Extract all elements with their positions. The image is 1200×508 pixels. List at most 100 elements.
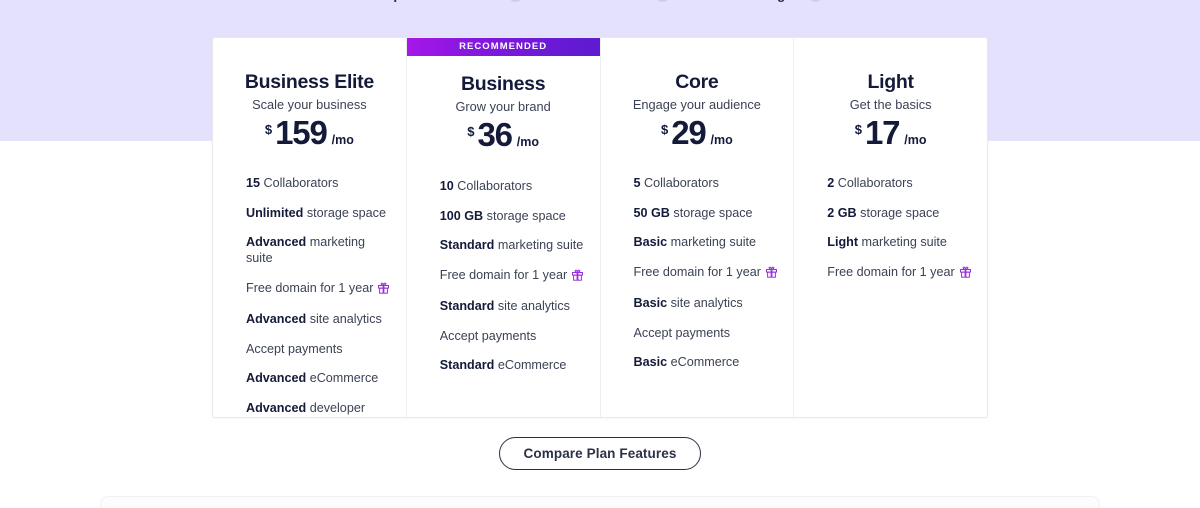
feature-text: Free domain for 1 year [633,264,761,279]
list-item: Free domain for 1 year [246,280,392,298]
plan-name: Business [460,73,546,95]
list-item: Advanced site analytics [246,311,392,327]
plan-column-light[interactable]: Light Get the basics $ 17 /mo 2 Collabor… [794,38,987,417]
feature-text: site analytics [670,296,743,310]
feature-strong: Standard [439,238,495,252]
plan-name: Light [867,71,914,93]
banner-feature-label: No Wix branding [677,0,786,2]
plan-feature-list: 10 Collaborators 100 GB storage space St… [407,178,600,373]
feature-text: eCommerce [670,355,740,369]
feature-strong: Standard [439,358,495,372]
list-item: Basic eCommerce [634,354,780,370]
plan-feature-list: 15 Collaborators Unlimited storage space… [213,175,406,417]
list-item: 2 Collaborators [827,175,973,191]
plan-feature-list: 5 Collaborators 50 GB storage space Basi… [601,175,794,370]
gift-icon [378,282,390,298]
feature-text: storage space [860,205,940,220]
price-amount: 17 [864,114,901,151]
feature-strong: Advanced [246,235,307,249]
feature-text: marketing suite [497,238,584,252]
feature-strong: Standard [439,299,495,313]
price-period: /mo [710,133,733,147]
list-item: Standard marketing suite [440,237,586,253]
plan-feature-list: 2 Collaborators 2 GB storage space Light… [794,175,987,282]
banner-clipped-strip: All plans include: Custom domain No Wix … [0,0,1200,11]
feature-text: marketing suite [670,235,757,249]
plan-column-business-elite[interactable]: Business Elite Scale your business $ 159… [213,38,407,417]
plan-tagline: Scale your business [252,97,367,112]
feature-text: Collaborators [263,176,339,190]
feature-strong: Advanced [246,371,307,385]
price-amount: 159 [275,114,328,151]
list-item: Basic site analytics [634,295,780,311]
list-item: Accept payments [634,325,780,341]
plan-price: $ 17 /mo [804,114,977,152]
plan-tagline: Engage your audience [632,97,761,112]
feature-text: storage space [306,205,386,220]
feature-strong: Basic [633,235,668,249]
plan-header: Light Get the basics $ 17 /mo [794,71,987,152]
list-item: 5 Collaborators [634,175,780,191]
price-period: /mo [331,133,354,147]
plan-name: Core [675,71,719,93]
feature-text: Collaborators [457,179,533,193]
plan-price: $ 36 /mo [417,116,590,154]
check-circle-icon [807,0,823,2]
banner-lead-label: All plans include: [372,0,486,2]
gift-icon [959,266,971,282]
feature-strong: 2 [827,176,835,190]
feature-strong: Basic [633,296,668,310]
list-item: 10 Collaborators [440,178,586,194]
currency-symbol: $ [854,122,862,137]
banner-items: All plans include: Custom domain No Wix … [372,0,954,2]
feature-text: Accept payments [633,325,731,340]
feature-text: site analytics [497,299,570,313]
plan-tagline: Grow your brand [455,99,551,114]
feature-text: Free domain for 1 year [246,280,374,295]
list-item: Light marketing suite [827,234,973,250]
plan-tagline: Get the basics [849,97,932,112]
feature-strong: Basic [633,355,668,369]
compare-plan-features-button[interactable]: Compare Plan Features [498,437,702,470]
list-item: Unlimited storage space [246,205,392,221]
feature-strong: 5 [633,176,641,190]
page-footer-panel [100,496,1100,508]
feature-text: Collaborators [644,176,719,190]
recommended-badge: RECOMMENDED [406,38,600,56]
list-item: Accept payments [246,341,392,357]
price-period: /mo [516,135,540,149]
banner-feature-no-branding: No Wix branding [654,0,786,2]
check-circle-icon [654,0,670,2]
plan-header: Core Engage your audience $ 29 /mo [601,71,794,152]
plan-header: Business Elite Scale your business $ 159… [213,71,406,152]
price-period: /mo [904,133,927,147]
feature-text: Free domain for 1 year [827,264,955,279]
banner-feature-customer-care: 24/7 customer care [807,0,954,2]
banner-feature-custom-domain: Custom domain [507,0,633,2]
feature-text: eCommerce [309,371,379,385]
feature-strong: Light [827,235,859,249]
plan-header: Business Grow your brand $ 36 /mo [407,73,600,154]
list-item: 15 Collaborators [246,175,392,191]
banner-feature-label: 24/7 customer care [830,0,954,2]
feature-strong: 10 [439,179,454,193]
list-item: Basic marketing suite [634,234,780,250]
price-amount: 29 [671,114,707,151]
feature-text: site analytics [309,312,382,326]
plan-column-business[interactable]: RECOMMENDED Business Grow your brand $ 3… [406,38,601,417]
feature-text: Collaborators [837,176,913,190]
list-item: Free domain for 1 year [440,267,586,285]
plan-column-core[interactable]: Core Engage your audience $ 29 /mo 5 Col… [601,38,795,417]
feature-text: eCommerce [497,358,567,372]
feature-text: storage space [673,205,753,220]
currency-symbol: $ [264,122,273,137]
plan-name: Business Elite [244,71,374,93]
feature-text: Accept payments [439,328,537,343]
feature-text: marketing suite [246,235,365,265]
feature-strong: 2 GB [827,205,857,220]
feature-strong: Advanced [246,400,307,415]
currency-symbol: $ [467,124,475,139]
compare-button-row: Compare Plan Features [0,437,1200,470]
feature-strong: 50 GB [633,205,670,220]
list-item: Free domain for 1 year [634,264,780,282]
